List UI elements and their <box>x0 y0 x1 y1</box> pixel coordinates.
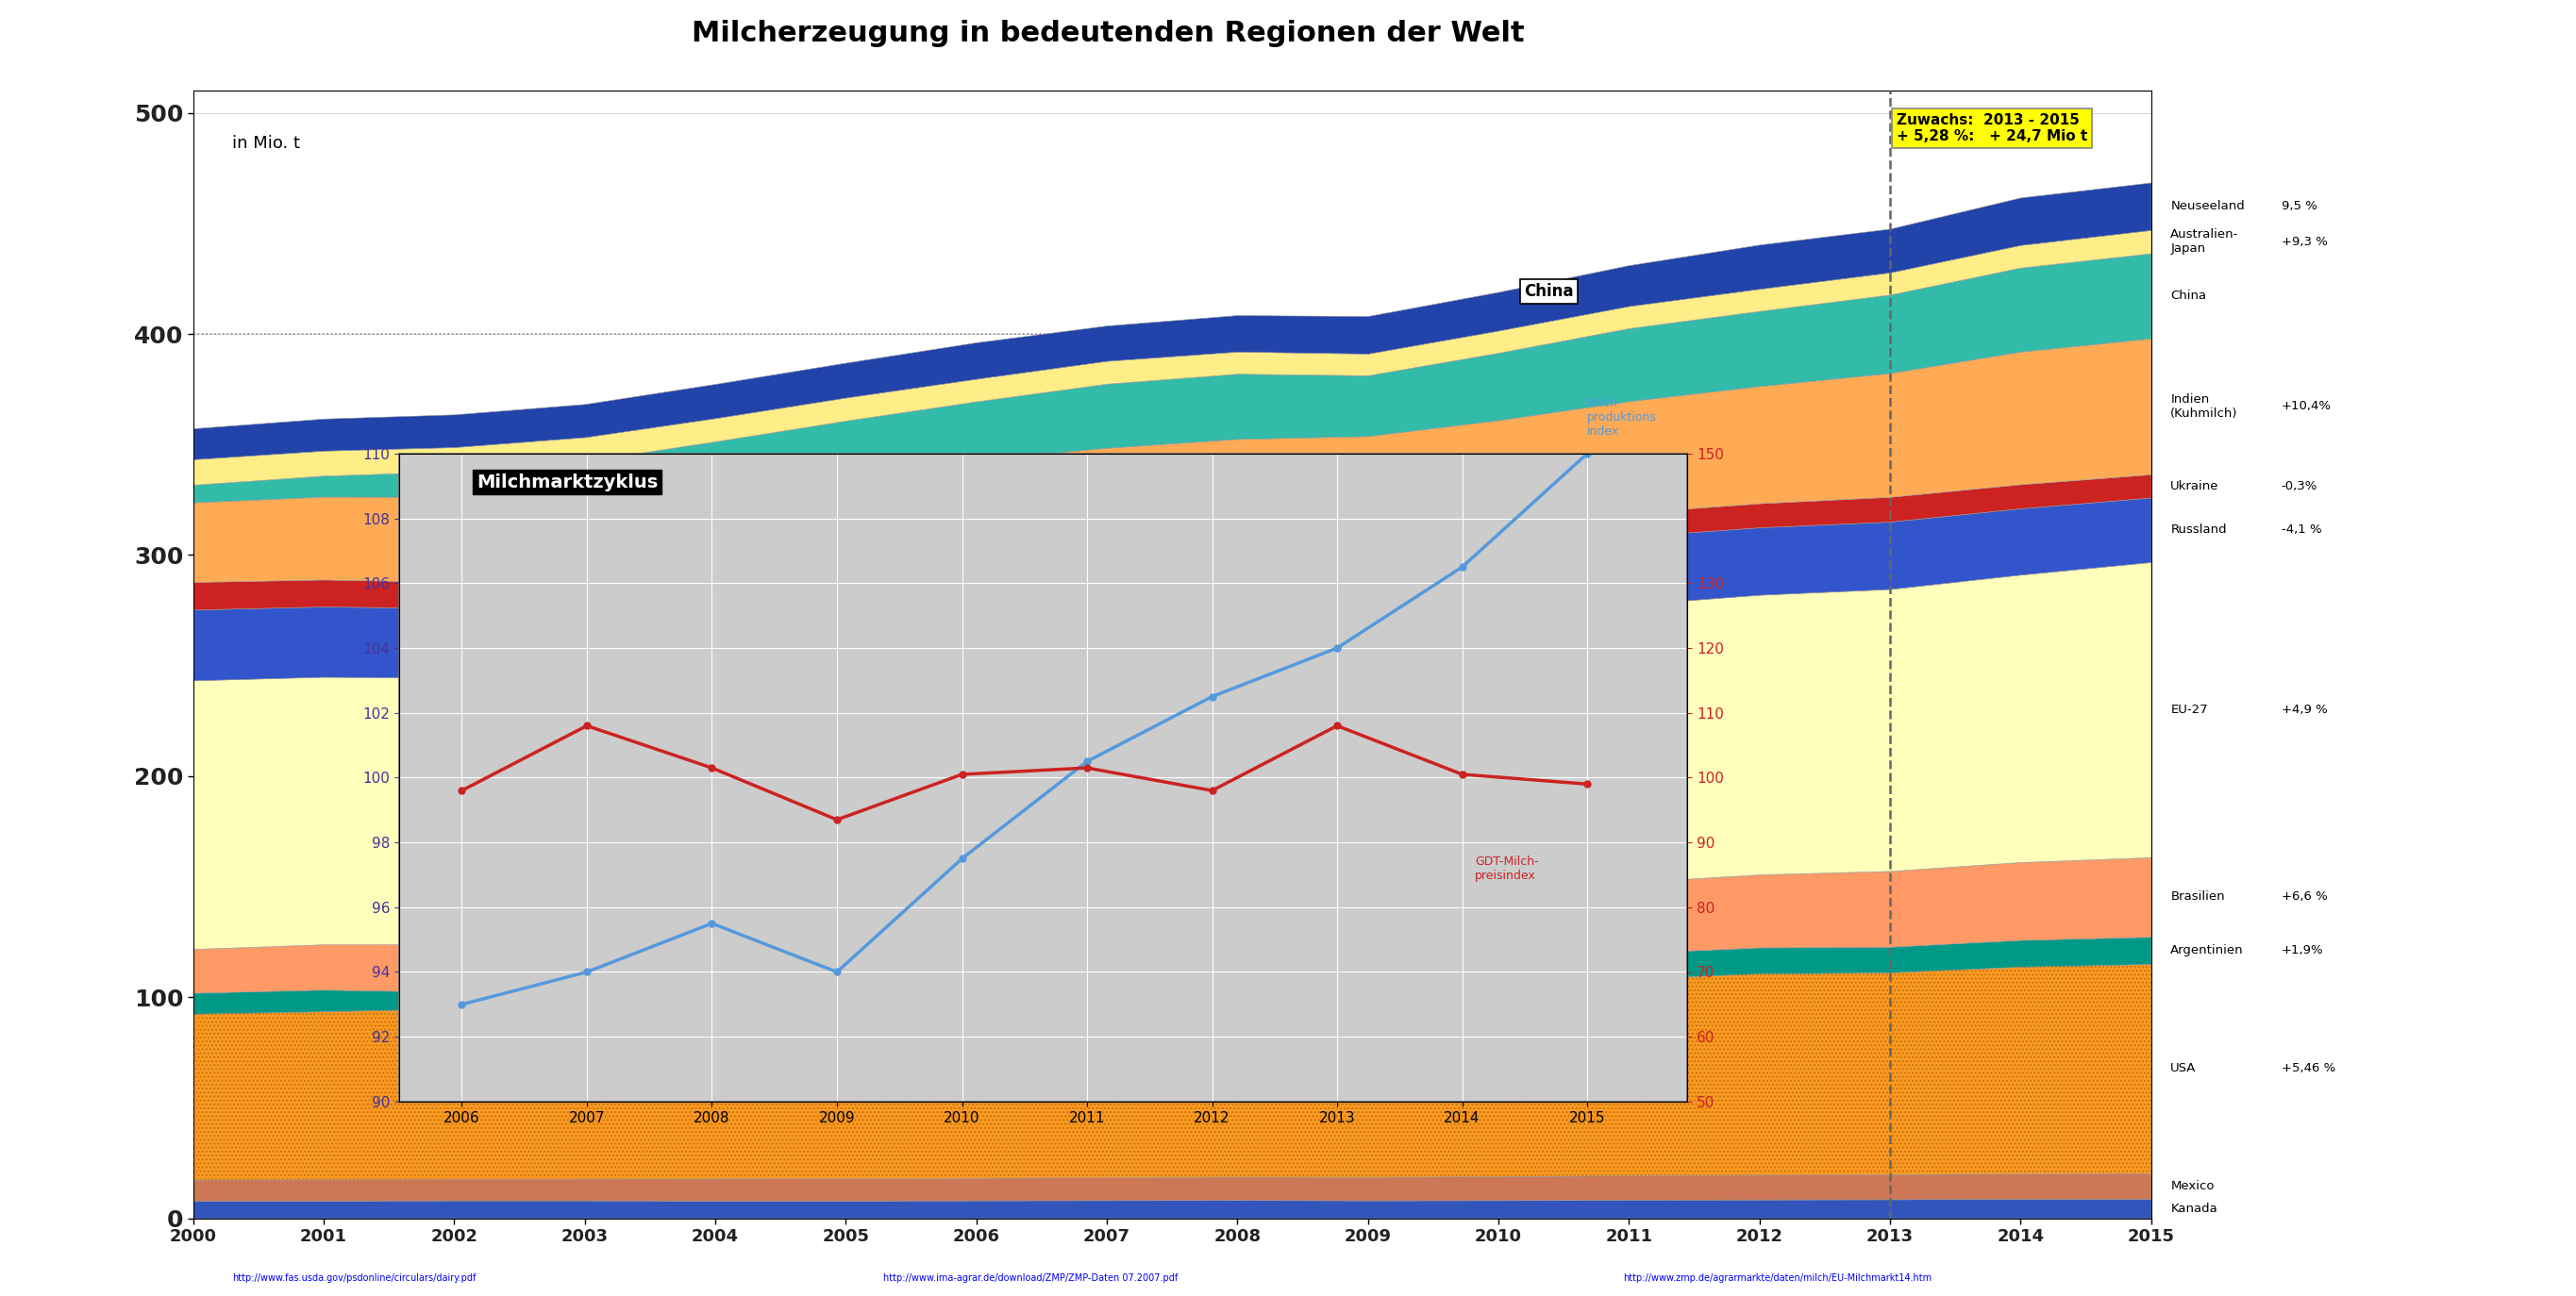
Text: 9,5 %: 9,5 % <box>2282 200 2318 213</box>
Text: +10,4%: +10,4% <box>2282 400 2331 412</box>
Text: China: China <box>1525 283 1574 299</box>
Text: Australien-
Japan: Australien- Japan <box>2172 228 2239 255</box>
Text: -4,1 %: -4,1 % <box>2282 524 2321 537</box>
Text: Milch-
produktions
index: Milch- produktions index <box>1587 397 1656 437</box>
Text: in Mio. t: in Mio. t <box>232 135 301 152</box>
Text: Zuwachs:  2013 - 2015
+ 5,28 %:   + 24,7 Mio t: Zuwachs: 2013 - 2015 + 5,28 %: + 24,7 Mi… <box>1896 113 2087 144</box>
Text: Ukraine: Ukraine <box>2172 480 2218 492</box>
Text: http://www.zmp.de/agrarmarkte/daten/milch/EU-Milchmarkt14.htm: http://www.zmp.de/agrarmarkte/daten/milc… <box>1623 1273 1932 1282</box>
Text: +9,3 %: +9,3 % <box>2282 236 2329 248</box>
Text: http://www.ima-agrar.de/download/ZMP/ZMP-Daten 07.2007.pdf: http://www.ima-agrar.de/download/ZMP/ZMP… <box>884 1273 1177 1282</box>
Text: +6,6 %: +6,6 % <box>2282 890 2329 903</box>
Text: Neuseeland: Neuseeland <box>2172 200 2244 213</box>
Text: USA: USA <box>2172 1063 2197 1074</box>
Text: GDT-Milch-
preisindex: GDT-Milch- preisindex <box>1473 855 1538 881</box>
Text: Indien
(Kuhmilch): Indien (Kuhmilch) <box>2172 393 2239 420</box>
Text: +5,46 %: +5,46 % <box>2282 1063 2336 1074</box>
Text: Milchmarktzyklus: Milchmarktzyklus <box>477 473 657 491</box>
Text: +1,9%: +1,9% <box>2282 945 2324 956</box>
Text: -0,3%: -0,3% <box>2282 480 2318 492</box>
Text: Argentinien: Argentinien <box>2172 945 2244 956</box>
Text: +4,9 %: +4,9 % <box>2282 704 2329 715</box>
Text: Mexico: Mexico <box>2172 1179 2215 1192</box>
Text: Russland: Russland <box>2172 524 2226 537</box>
Text: Kanada: Kanada <box>2172 1203 2218 1214</box>
Text: Milcherzeugung in bedeutenden Regionen der Welt: Milcherzeugung in bedeutenden Regionen d… <box>690 19 1525 47</box>
Text: http://www.fas.usda.gov/psdonline/circulars/dairy.pdf: http://www.fas.usda.gov/psdonline/circul… <box>232 1273 477 1282</box>
Text: Brasilien: Brasilien <box>2172 890 2226 903</box>
Text: EU-27: EU-27 <box>2172 704 2208 715</box>
Text: China: China <box>2172 289 2208 302</box>
